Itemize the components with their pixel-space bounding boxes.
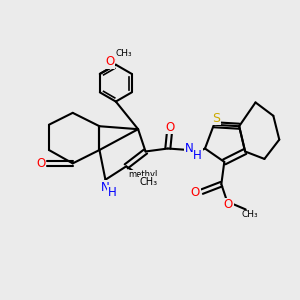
Text: H: H [193, 149, 202, 162]
Text: S: S [212, 112, 220, 125]
Text: N: N [100, 181, 109, 194]
Text: H: H [108, 186, 116, 199]
Text: CH₃: CH₃ [241, 210, 258, 219]
Text: N: N [185, 142, 194, 155]
Text: O: O [36, 157, 46, 170]
Text: CH₃: CH₃ [116, 49, 133, 58]
Text: methyl: methyl [128, 170, 157, 179]
Text: CH₃: CH₃ [140, 177, 158, 187]
Text: O: O [224, 199, 233, 212]
Text: O: O [165, 121, 175, 134]
Text: O: O [106, 55, 115, 68]
Text: O: O [191, 186, 200, 199]
